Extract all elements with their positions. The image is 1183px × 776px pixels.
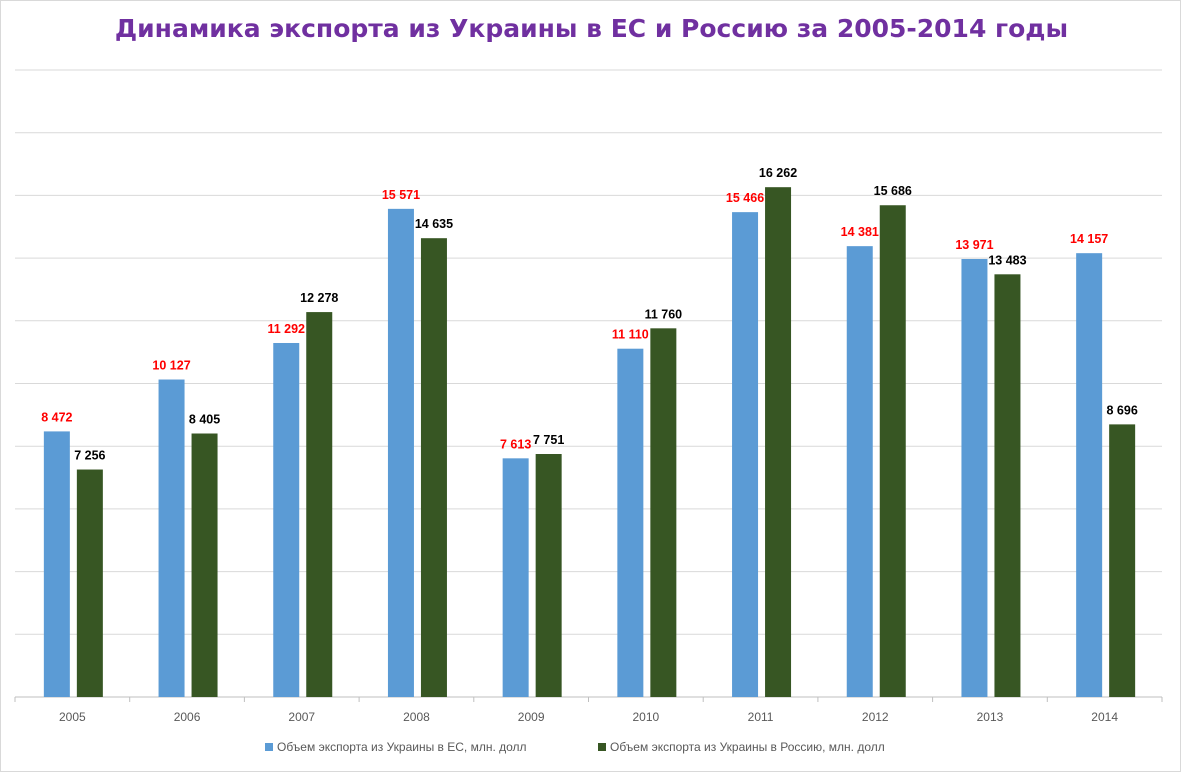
legend-label-russia: Объем экспорта из Украины в Россию, млн.… xyxy=(610,740,885,754)
data-label-russia: 13 483 xyxy=(988,253,1026,267)
data-label-russia: 7 256 xyxy=(74,449,105,463)
x-tick-label: 2007 xyxy=(288,710,315,724)
bar-eu xyxy=(961,259,988,697)
bar-russia xyxy=(650,328,677,697)
data-label-russia: 15 686 xyxy=(874,184,912,198)
legend-item-eu: Объем экспорта из Украины в ЕС, млн. дол… xyxy=(265,740,527,754)
data-label-eu: 13 971 xyxy=(955,238,993,252)
bar-eu xyxy=(846,246,873,698)
bar-russia xyxy=(306,312,333,697)
x-tick-label: 2010 xyxy=(632,710,659,724)
data-label-eu: 15 571 xyxy=(382,188,420,202)
x-tick-label: 2009 xyxy=(518,710,545,724)
data-label-russia: 8 405 xyxy=(189,413,220,427)
bar-eu xyxy=(43,431,70,697)
data-label-eu: 14 381 xyxy=(841,225,879,239)
data-label-russia: 14 635 xyxy=(415,217,453,231)
data-label-russia: 8 696 xyxy=(1107,403,1138,417)
bar-russia xyxy=(879,205,906,697)
x-tick-label: 2014 xyxy=(1091,710,1118,724)
bar-russia xyxy=(76,469,103,697)
x-tick-label: 2006 xyxy=(174,710,201,724)
bar-russia xyxy=(1109,424,1136,697)
data-label-eu: 10 127 xyxy=(152,359,190,373)
legend-item-russia: Объем экспорта из Украины в Россию, млн.… xyxy=(598,740,885,754)
bar-eu xyxy=(502,458,529,697)
bar-russia xyxy=(535,454,562,697)
bar-russia xyxy=(420,238,447,697)
x-tick-label: 2012 xyxy=(862,710,889,724)
legend-label-eu: Объем экспорта из Украины в ЕС, млн. дол… xyxy=(277,740,527,754)
data-label-eu: 15 466 xyxy=(726,191,764,205)
bar-eu xyxy=(158,379,185,697)
bar-eu xyxy=(273,342,300,697)
chart-title: Динамика экспорта из Украины в ЕС и Росс… xyxy=(114,14,1069,43)
x-tick-label: 2011 xyxy=(748,710,774,724)
data-label-eu: 8 472 xyxy=(41,410,72,424)
legend-swatch-russia xyxy=(598,743,606,751)
data-label-eu: 7 613 xyxy=(500,437,531,451)
legend-swatch-eu xyxy=(265,743,273,751)
bar-eu xyxy=(732,212,759,697)
bar-eu xyxy=(617,348,644,697)
data-label-russia: 11 760 xyxy=(645,307,683,321)
x-tick-label: 2013 xyxy=(977,710,1004,724)
bar-eu xyxy=(1076,253,1103,698)
data-label-eu: 11 110 xyxy=(612,328,649,342)
data-label-eu: 14 157 xyxy=(1070,232,1108,246)
x-tick-label: 2005 xyxy=(59,710,86,724)
data-label-russia: 12 278 xyxy=(300,291,338,305)
bar-russia xyxy=(765,187,792,698)
data-label-russia: 16 262 xyxy=(759,166,797,180)
data-label-russia: 7 751 xyxy=(533,433,564,447)
bar-russia xyxy=(191,433,218,697)
bar-eu xyxy=(387,208,414,697)
x-tick-label: 2008 xyxy=(403,710,430,724)
data-label-eu: 11 292 xyxy=(267,322,305,336)
bar-russia xyxy=(994,274,1021,697)
